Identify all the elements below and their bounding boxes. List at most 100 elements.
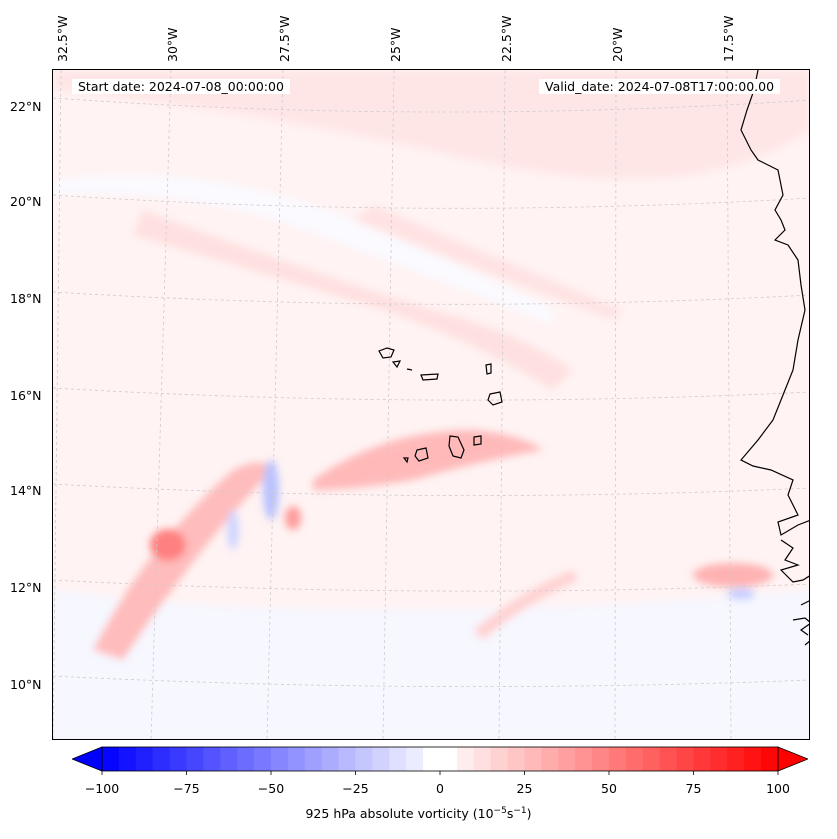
colorbar-title-exp2: −1 — [513, 806, 527, 816]
colorbar-segment — [220, 747, 238, 771]
colorbar-segment — [186, 747, 204, 771]
african-coastline — [740, 70, 809, 536]
lon-label-17-5w: 17.5°W — [721, 15, 736, 62]
colorbar-segment — [102, 747, 120, 771]
lon-label-30w: 30°W — [165, 27, 180, 62]
lat-label-12n: 12°N — [10, 580, 42, 595]
gridline-20n — [53, 194, 809, 209]
pos-streak-south — [473, 570, 578, 640]
pos-core-sw2 — [285, 506, 301, 530]
gridline-17-5w — [726, 70, 732, 739]
colorbar-segment — [271, 747, 289, 771]
gridline-25w — [382, 70, 395, 739]
colorbar-extend-min — [72, 746, 103, 772]
colorbar-tick-label: 25 — [516, 781, 533, 796]
colorbar-extend-max — [777, 746, 808, 772]
colorbar-segment — [625, 747, 644, 771]
lon-label-27-5w: 27.5°W — [277, 15, 292, 62]
vorticity-shading — [53, 70, 809, 739]
island-sao-nicolau — [420, 373, 439, 381]
colorbar-tick-label: 75 — [685, 781, 702, 796]
colorbar-segment — [423, 747, 441, 771]
colorbar-segment — [118, 747, 137, 771]
map-panel[interactable] — [52, 69, 810, 740]
coastline-bijagos — [792, 600, 809, 646]
valid-date-label: Valid_date: 2024-07-08T17:00:00.00 — [539, 79, 781, 94]
colorbar-segment — [642, 747, 661, 771]
colorbar-segment — [490, 747, 509, 771]
island-sal — [485, 363, 492, 375]
colorbar-tick-label: −75 — [173, 781, 200, 796]
colorbar-segment — [169, 747, 188, 771]
island-fogo — [414, 447, 429, 462]
colorbar-segment — [473, 747, 492, 771]
colorbar-segment — [761, 747, 779, 771]
colorbar-segment — [135, 747, 154, 771]
colorbar-title: 925 hPa absolute vorticity (10−5s−1) — [0, 806, 837, 821]
colorbar-segment — [558, 747, 576, 771]
vorticity-map — [53, 70, 809, 739]
colorbar-segment — [355, 747, 373, 771]
colorbar-segment — [254, 747, 272, 771]
colorbar-segment — [152, 747, 171, 771]
colorbar-segment — [372, 747, 390, 771]
gridline-16n — [53, 387, 809, 401]
colorbar-segment — [321, 747, 340, 771]
colorbar-title-text: 925 hPa absolute vorticity (10 — [305, 806, 494, 822]
colorbar-segment — [676, 747, 695, 771]
colorbar-segment — [524, 747, 542, 771]
island-santiago — [448, 435, 465, 459]
island-maio — [473, 435, 482, 446]
colorbar-tick-label: −50 — [257, 781, 285, 796]
neg-south-area — [53, 590, 809, 739]
colorbar-tick-label: −25 — [342, 781, 369, 796]
colorbar-title-end: ) — [526, 806, 532, 822]
graticule — [53, 70, 809, 739]
island-santa-luzia — [406, 368, 413, 371]
colorbar-segment — [203, 747, 221, 771]
colorbar — [72, 746, 808, 775]
gridline-32-5w — [53, 70, 62, 739]
gridline-18n — [53, 291, 809, 305]
neg-streak-sw2 — [227, 510, 239, 550]
gridline-27-5w — [266, 70, 284, 739]
neg-streak-sw — [263, 460, 279, 520]
island-sao-vicente — [391, 360, 402, 369]
gridline-20w — [614, 70, 617, 739]
pos-capeverde-wake — [313, 430, 543, 490]
colorbar-segment — [727, 747, 745, 771]
colorbar-segment — [744, 747, 762, 771]
colorbar-tick-label: −100 — [84, 781, 120, 796]
lat-label-22n: 22°N — [10, 99, 42, 114]
colorbar-segment — [338, 747, 357, 771]
gridline-22n — [53, 97, 809, 113]
colorbar-segment — [541, 747, 559, 771]
colorbar-segment — [456, 747, 475, 771]
lat-label-10n: 10°N — [10, 677, 42, 692]
lon-label-20w: 20°W — [610, 27, 625, 62]
island-santo-antao — [378, 347, 395, 359]
gridline-30w — [150, 70, 172, 739]
colorbar-segment — [237, 747, 255, 771]
colorbar-segment — [575, 747, 593, 771]
lon-label-32-5w: 32.5°W — [55, 15, 70, 62]
colorbar-segment — [440, 747, 458, 771]
colorbar-segment — [609, 747, 627, 771]
gridline-10n — [53, 675, 809, 688]
colorbar-segment — [406, 747, 424, 771]
lat-label-16n: 16°N — [10, 388, 42, 403]
colorbar-title-unit: s — [506, 806, 514, 822]
colorbar-segment — [710, 747, 728, 771]
colorbar-segment — [304, 747, 323, 771]
pos-band-north — [53, 70, 809, 180]
cape-verde-islands — [378, 347, 503, 464]
colorbar-tick-label: 50 — [601, 781, 617, 796]
pos-streak-sw — [93, 462, 273, 660]
coastline-guinea-bissau — [779, 539, 809, 583]
start-date-label: Start date: 2024-07-08_00:00:00 — [72, 79, 290, 94]
pos-max-sw — [150, 529, 186, 561]
island-brava — [402, 457, 409, 464]
pos-coast — [693, 563, 773, 587]
gridline-22-5w — [498, 70, 506, 739]
neutral-lane — [53, 175, 553, 325]
